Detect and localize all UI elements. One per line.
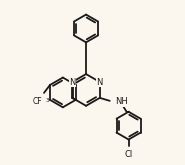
Text: N: N <box>97 78 103 86</box>
Text: CF: CF <box>32 97 42 106</box>
Text: Cl: Cl <box>125 150 133 159</box>
Text: 3: 3 <box>46 98 49 103</box>
Text: N: N <box>69 78 75 86</box>
Text: NH: NH <box>115 97 127 106</box>
